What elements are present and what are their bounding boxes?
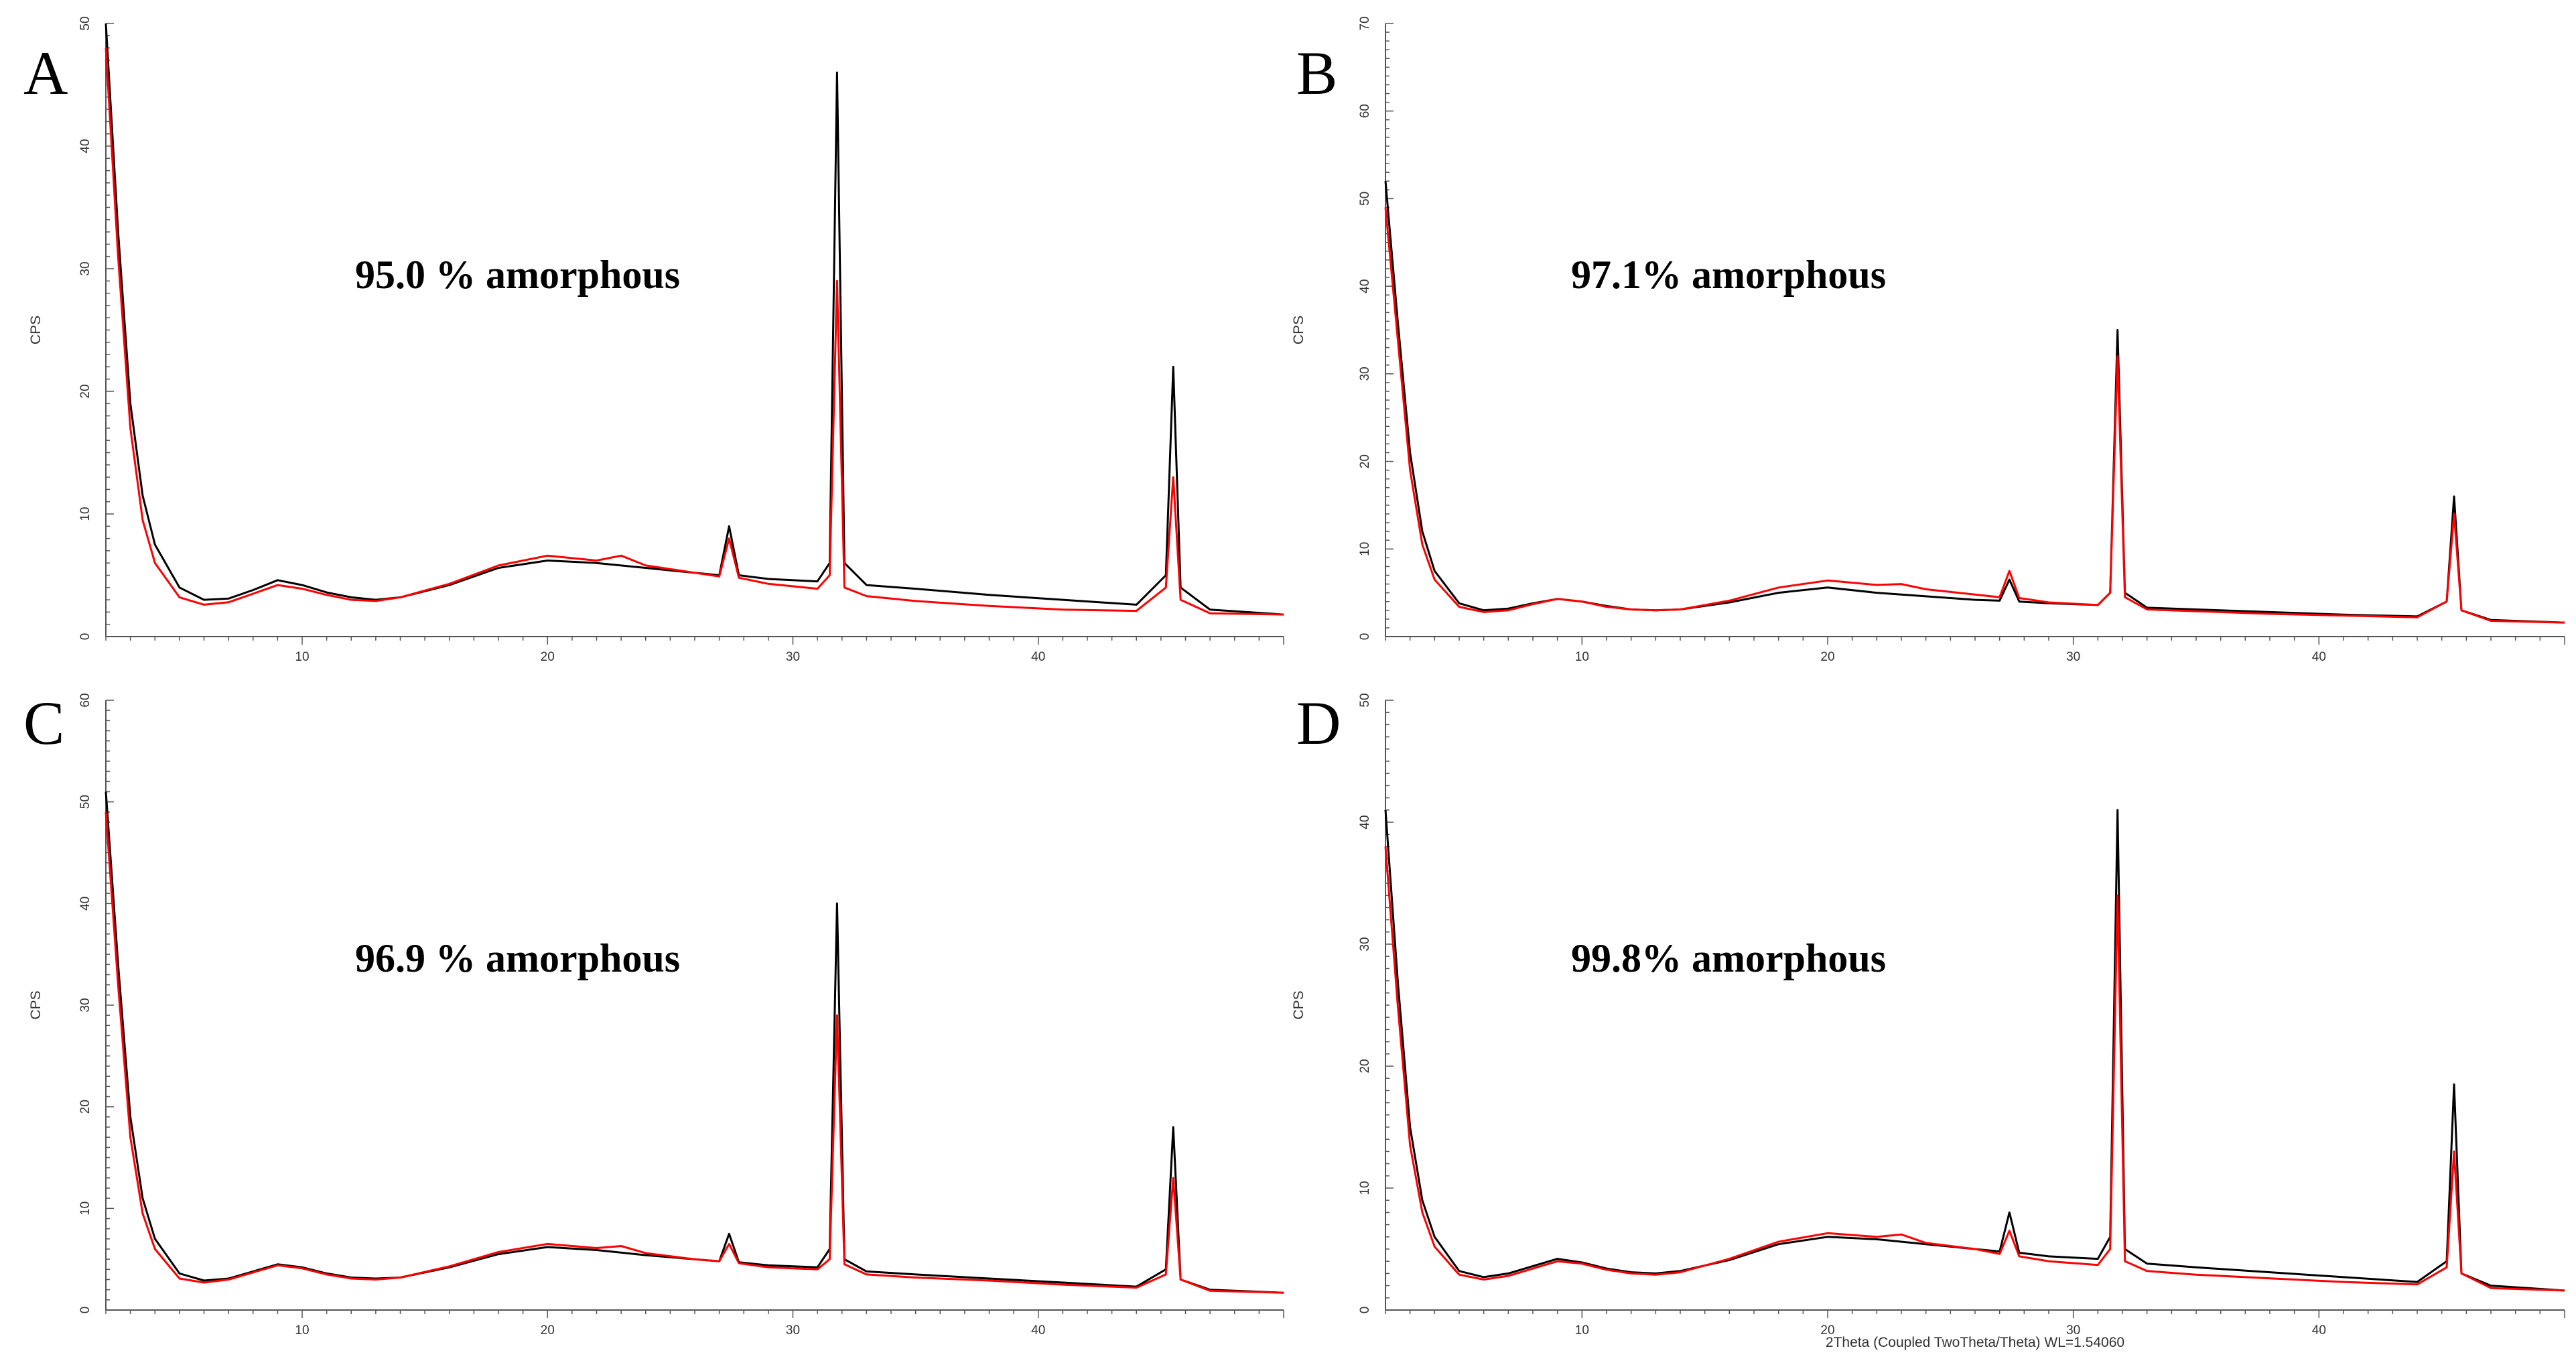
y-tick-label: 50: [1358, 192, 1372, 206]
y-tick-label: 30: [1358, 937, 1372, 951]
panel-c: 0 10 20 30 40 50 60 10 20 30 40 CPS C 96.9 % amorphou…: [23, 689, 1284, 1338]
amorphous-annotation: 95.0 % amorphous: [355, 253, 680, 297]
x-tick-label: 20: [541, 1323, 555, 1338]
x-tick-label: 40: [2312, 1323, 2326, 1338]
panel-label: A: [23, 39, 68, 107]
y-tick-label: 50: [1358, 693, 1372, 707]
panel-label: C: [23, 689, 64, 757]
panel-a: 0 10 20 30 40 50 10 20 30 40 CPS A 95.0 % amorphous: [23, 16, 1284, 664]
panel-b: 0 10 20 30 40 50 60 70 10 20 30 40 CPS B 97.1% amorpho…: [1291, 16, 2565, 664]
y-tick-label: 20: [78, 384, 92, 398]
series-line-black: [1384, 181, 2565, 624]
series-line-black: [105, 23, 1284, 616]
y-tick-label: 20: [1358, 454, 1372, 468]
x-tick-label: 10: [295, 1323, 309, 1338]
y-tick-label: 40: [1358, 815, 1372, 829]
x-tick-label: 20: [1820, 1323, 1834, 1338]
panel-label: D: [1296, 689, 1341, 757]
y-tick-label: 10: [1358, 1181, 1372, 1195]
y-tick-label: 0: [78, 1307, 92, 1314]
x-tick-label: 30: [786, 650, 800, 664]
y-tick-label: 70: [1358, 16, 1372, 30]
series-line-red: [105, 811, 1284, 1294]
y-tick-label: 50: [78, 16, 92, 30]
x-tick-label: 30: [786, 1323, 800, 1338]
y-tick-label: 10: [78, 507, 92, 521]
y-axis-title: CPS: [1291, 990, 1306, 1019]
x-tick-label: 20: [1820, 650, 1834, 664]
x-tick-label: 10: [1575, 1323, 1589, 1338]
y-tick-label: 30: [1358, 367, 1372, 381]
y-axis-title: CPS: [28, 990, 44, 1019]
y-tick-label: 50: [78, 795, 92, 809]
y-tick-label: 20: [78, 1100, 92, 1114]
y-axis-title: CPS: [1291, 316, 1306, 344]
y-tick-label: 0: [1358, 633, 1372, 641]
series-line-red: [105, 48, 1284, 616]
x-tick-label: 30: [2066, 1323, 2080, 1338]
y-tick-label: 40: [78, 139, 92, 153]
x-tick-label: 10: [1575, 650, 1589, 664]
y-tick-label: 60: [1358, 104, 1372, 118]
y-tick-label: 30: [78, 998, 92, 1012]
amorphous-annotation: 96.9 % amorphous: [355, 936, 680, 980]
amorphous-annotation: 99.8% amorphous: [1571, 936, 1886, 980]
series-line-black: [105, 791, 1284, 1294]
x-tick-label: 20: [541, 650, 555, 664]
y-tick-label: 30: [78, 261, 92, 275]
panel-label: B: [1296, 39, 1337, 107]
y-tick-label: 0: [1358, 1307, 1372, 1314]
x-tick-label: 10: [295, 650, 309, 664]
amorphous-annotation: 97.1% amorphous: [1571, 253, 1886, 297]
x-tick-label: 40: [1031, 1323, 1045, 1338]
x-axis-title: 2Theta (Coupled TwoTheta/Theta) WL=1.540…: [1826, 1335, 2124, 1350]
panel-d: 0 10 20 30 40 50 10 20 30 40 CPS 2Theta (Coupled Tw…: [1291, 689, 2565, 1350]
x-tick-label: 30: [2066, 650, 2080, 664]
y-tick-label: 60: [78, 693, 92, 707]
y-tick-label: 40: [78, 897, 92, 911]
series-line-red: [1384, 846, 2565, 1292]
series-line-black: [1384, 809, 2565, 1292]
series-line-red: [1384, 207, 2565, 624]
y-tick-label: 10: [1358, 542, 1372, 556]
x-tick-label: 40: [1031, 650, 1045, 664]
y-tick-label: 40: [1358, 279, 1372, 294]
y-tick-label: 0: [78, 633, 92, 641]
x-tick-label: 40: [2312, 650, 2326, 664]
y-tick-label: 10: [78, 1201, 92, 1216]
y-tick-label: 20: [1358, 1059, 1372, 1073]
y-axis-title: CPS: [28, 316, 44, 344]
